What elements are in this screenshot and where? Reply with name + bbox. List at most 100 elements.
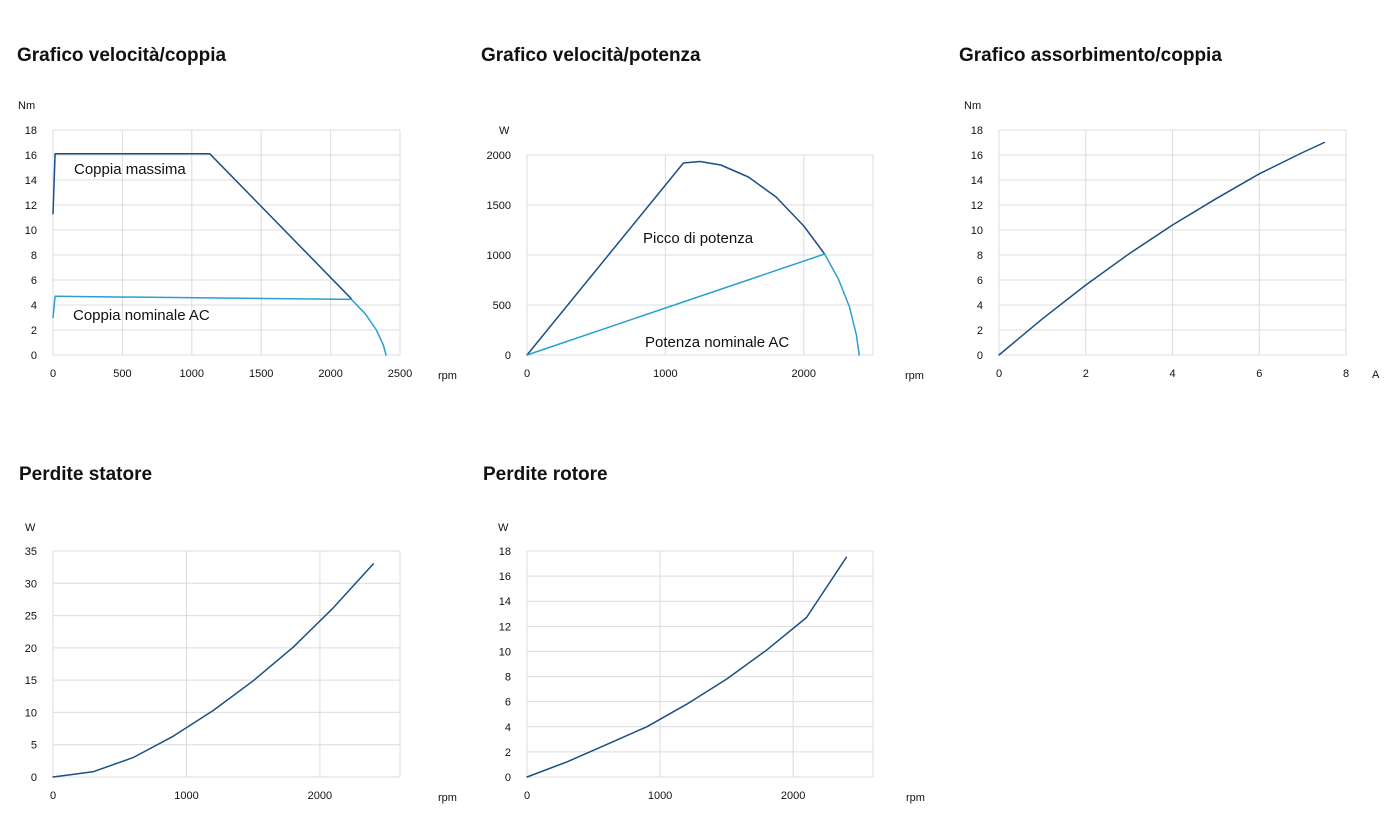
y-tick-label: 8 <box>505 672 511 684</box>
chart-title: Grafico velocità/coppia <box>17 45 227 66</box>
y-tick-label: 1000 <box>487 250 511 262</box>
series-line-0 <box>526 556 848 778</box>
y-tick-label: 6 <box>977 275 983 287</box>
annotation-label: Coppia massima <box>74 161 186 178</box>
series-line-1 <box>52 295 353 319</box>
annotation-label: Potenza nominale AC <box>645 334 789 351</box>
y-tick-label: 1500 <box>487 200 511 212</box>
y-axis-label: W <box>25 522 36 534</box>
y-axis-label: W <box>498 522 509 534</box>
y-tick-label: 0 <box>505 350 511 362</box>
x-axis-label: rpm <box>438 370 457 382</box>
chart-title: Grafico velocità/potenza <box>481 45 701 66</box>
x-tick-label: 1000 <box>180 368 204 380</box>
y-tick-label: 16 <box>499 571 511 583</box>
series-line-0 <box>52 563 375 778</box>
y-tick-label: 2 <box>505 747 511 759</box>
x-tick-label: 2000 <box>318 368 342 380</box>
chart-panel-perdite-rotore: Perdite rotore 0 2 4 6 8 10 12 14 16 18 0 1000 2000 W… <box>470 420 940 820</box>
y-tick-label: 18 <box>25 125 37 137</box>
y-tick-label: 8 <box>977 250 983 262</box>
y-tick-label: 0 <box>977 350 983 362</box>
y-tick-label: 12 <box>971 200 983 212</box>
y-tick-label: 8 <box>31 250 37 262</box>
chart-panel-velocita-potenza: Grafico velocità/potenza 0 500 1000 1500 200… <box>470 0 940 400</box>
y-tick-label: 16 <box>971 150 983 162</box>
y-tick-label: 4 <box>505 722 511 734</box>
y-tick-label: 6 <box>505 697 511 709</box>
series-line-0 <box>998 141 1326 356</box>
x-tick-label: 2 <box>1083 368 1089 380</box>
annotation-label: Coppia nominale AC <box>73 307 210 324</box>
y-tick-label: 4 <box>31 300 37 312</box>
y-tick-label: 2 <box>31 325 37 337</box>
y-tick-label: 4 <box>977 300 983 312</box>
x-tick-label: 6 <box>1256 368 1262 380</box>
x-tick-label: 1000 <box>653 368 677 380</box>
x-axis-label: rpm <box>905 370 924 382</box>
chart-title: Grafico assorbimento/coppia <box>959 45 1222 66</box>
chart-assorbimento-coppia: 0 2 4 6 8 10 12 14 16 18 0 2 4 6 8 Nm A <box>964 100 1380 381</box>
chart-panel-velocita-coppia: Grafico velocità/coppia 0 2 4 6 8 10 12 14 16 18 0… <box>0 0 470 400</box>
x-tick-label: 0 <box>524 790 530 802</box>
y-tick-label: 10 <box>25 707 37 719</box>
chart-title: Perdite rotore <box>483 464 608 485</box>
y-tick-label: 2 <box>977 325 983 337</box>
x-axis-label: rpm <box>438 792 457 804</box>
y-tick-label: 25 <box>25 611 37 623</box>
series-line-2 <box>350 298 387 356</box>
x-tick-label: 2000 <box>781 790 805 802</box>
y-tick-label: 18 <box>499 546 511 558</box>
y-axis-label: W <box>499 125 510 137</box>
y-tick-label: 14 <box>971 175 983 187</box>
annotation-label: Picco di potenza <box>643 230 754 247</box>
x-tick-label: 0 <box>50 368 56 380</box>
y-tick-label: 18 <box>971 125 983 137</box>
y-tick-label: 10 <box>971 225 983 237</box>
y-tick-label: 15 <box>25 675 37 687</box>
x-tick-label: 2000 <box>792 368 816 380</box>
x-tick-label: 1000 <box>174 790 198 802</box>
y-tick-label: 10 <box>25 225 37 237</box>
y-tick-label: 14 <box>25 175 37 187</box>
x-tick-label: 2000 <box>308 790 332 802</box>
y-tick-label: 0 <box>31 772 37 784</box>
x-tick-label: 4 <box>1169 368 1175 380</box>
x-tick-label: 1000 <box>648 790 672 802</box>
y-tick-label: 16 <box>25 150 37 162</box>
y-tick-label: 0 <box>31 350 37 362</box>
y-tick-label: 0 <box>505 772 511 784</box>
y-tick-label: 500 <box>493 300 511 312</box>
y-tick-label: 10 <box>499 646 511 658</box>
chart-velocita-coppia: 0 2 4 6 8 10 12 14 16 18 0 500 1000 1500 2000 2500 Nm rpm… <box>18 100 457 382</box>
y-tick-label: 12 <box>499 621 511 633</box>
x-tick-label: 500 <box>113 368 131 380</box>
chart-title: Perdite statore <box>19 464 153 485</box>
y-tick-label: 14 <box>499 596 511 608</box>
series-line-0 <box>52 153 353 300</box>
y-axis-label: Nm <box>18 100 35 112</box>
y-tick-label: 12 <box>25 200 37 212</box>
series-line-0 <box>526 160 826 356</box>
x-tick-label: 2500 <box>388 368 412 380</box>
x-axis-label: A <box>1372 369 1380 381</box>
y-tick-label: 20 <box>25 643 37 655</box>
y-tick-label: 6 <box>31 275 37 287</box>
y-tick-label: 35 <box>25 546 37 558</box>
x-tick-label: 0 <box>50 790 56 802</box>
chart-panel-assorbimento-coppia: Grafico assorbimento/coppia 0 2 4 6 8 10 12 14 1… <box>940 0 1390 400</box>
x-tick-label: 1500 <box>249 368 273 380</box>
series-line-1 <box>526 253 826 356</box>
x-tick-label: 0 <box>524 368 530 380</box>
x-tick-label: 8 <box>1343 368 1349 380</box>
chart-panel-perdite-statore: Perdite statore 0 5 10 15 20 25 30 35 0 1000 2000 W… <box>0 420 470 820</box>
x-axis-label: rpm <box>906 792 925 804</box>
x-tick-label: 0 <box>996 368 1002 380</box>
y-tick-label: 2000 <box>487 150 511 162</box>
y-axis-label: Nm <box>964 100 981 112</box>
y-tick-label: 5 <box>31 740 37 752</box>
series-line-2 <box>823 253 860 356</box>
